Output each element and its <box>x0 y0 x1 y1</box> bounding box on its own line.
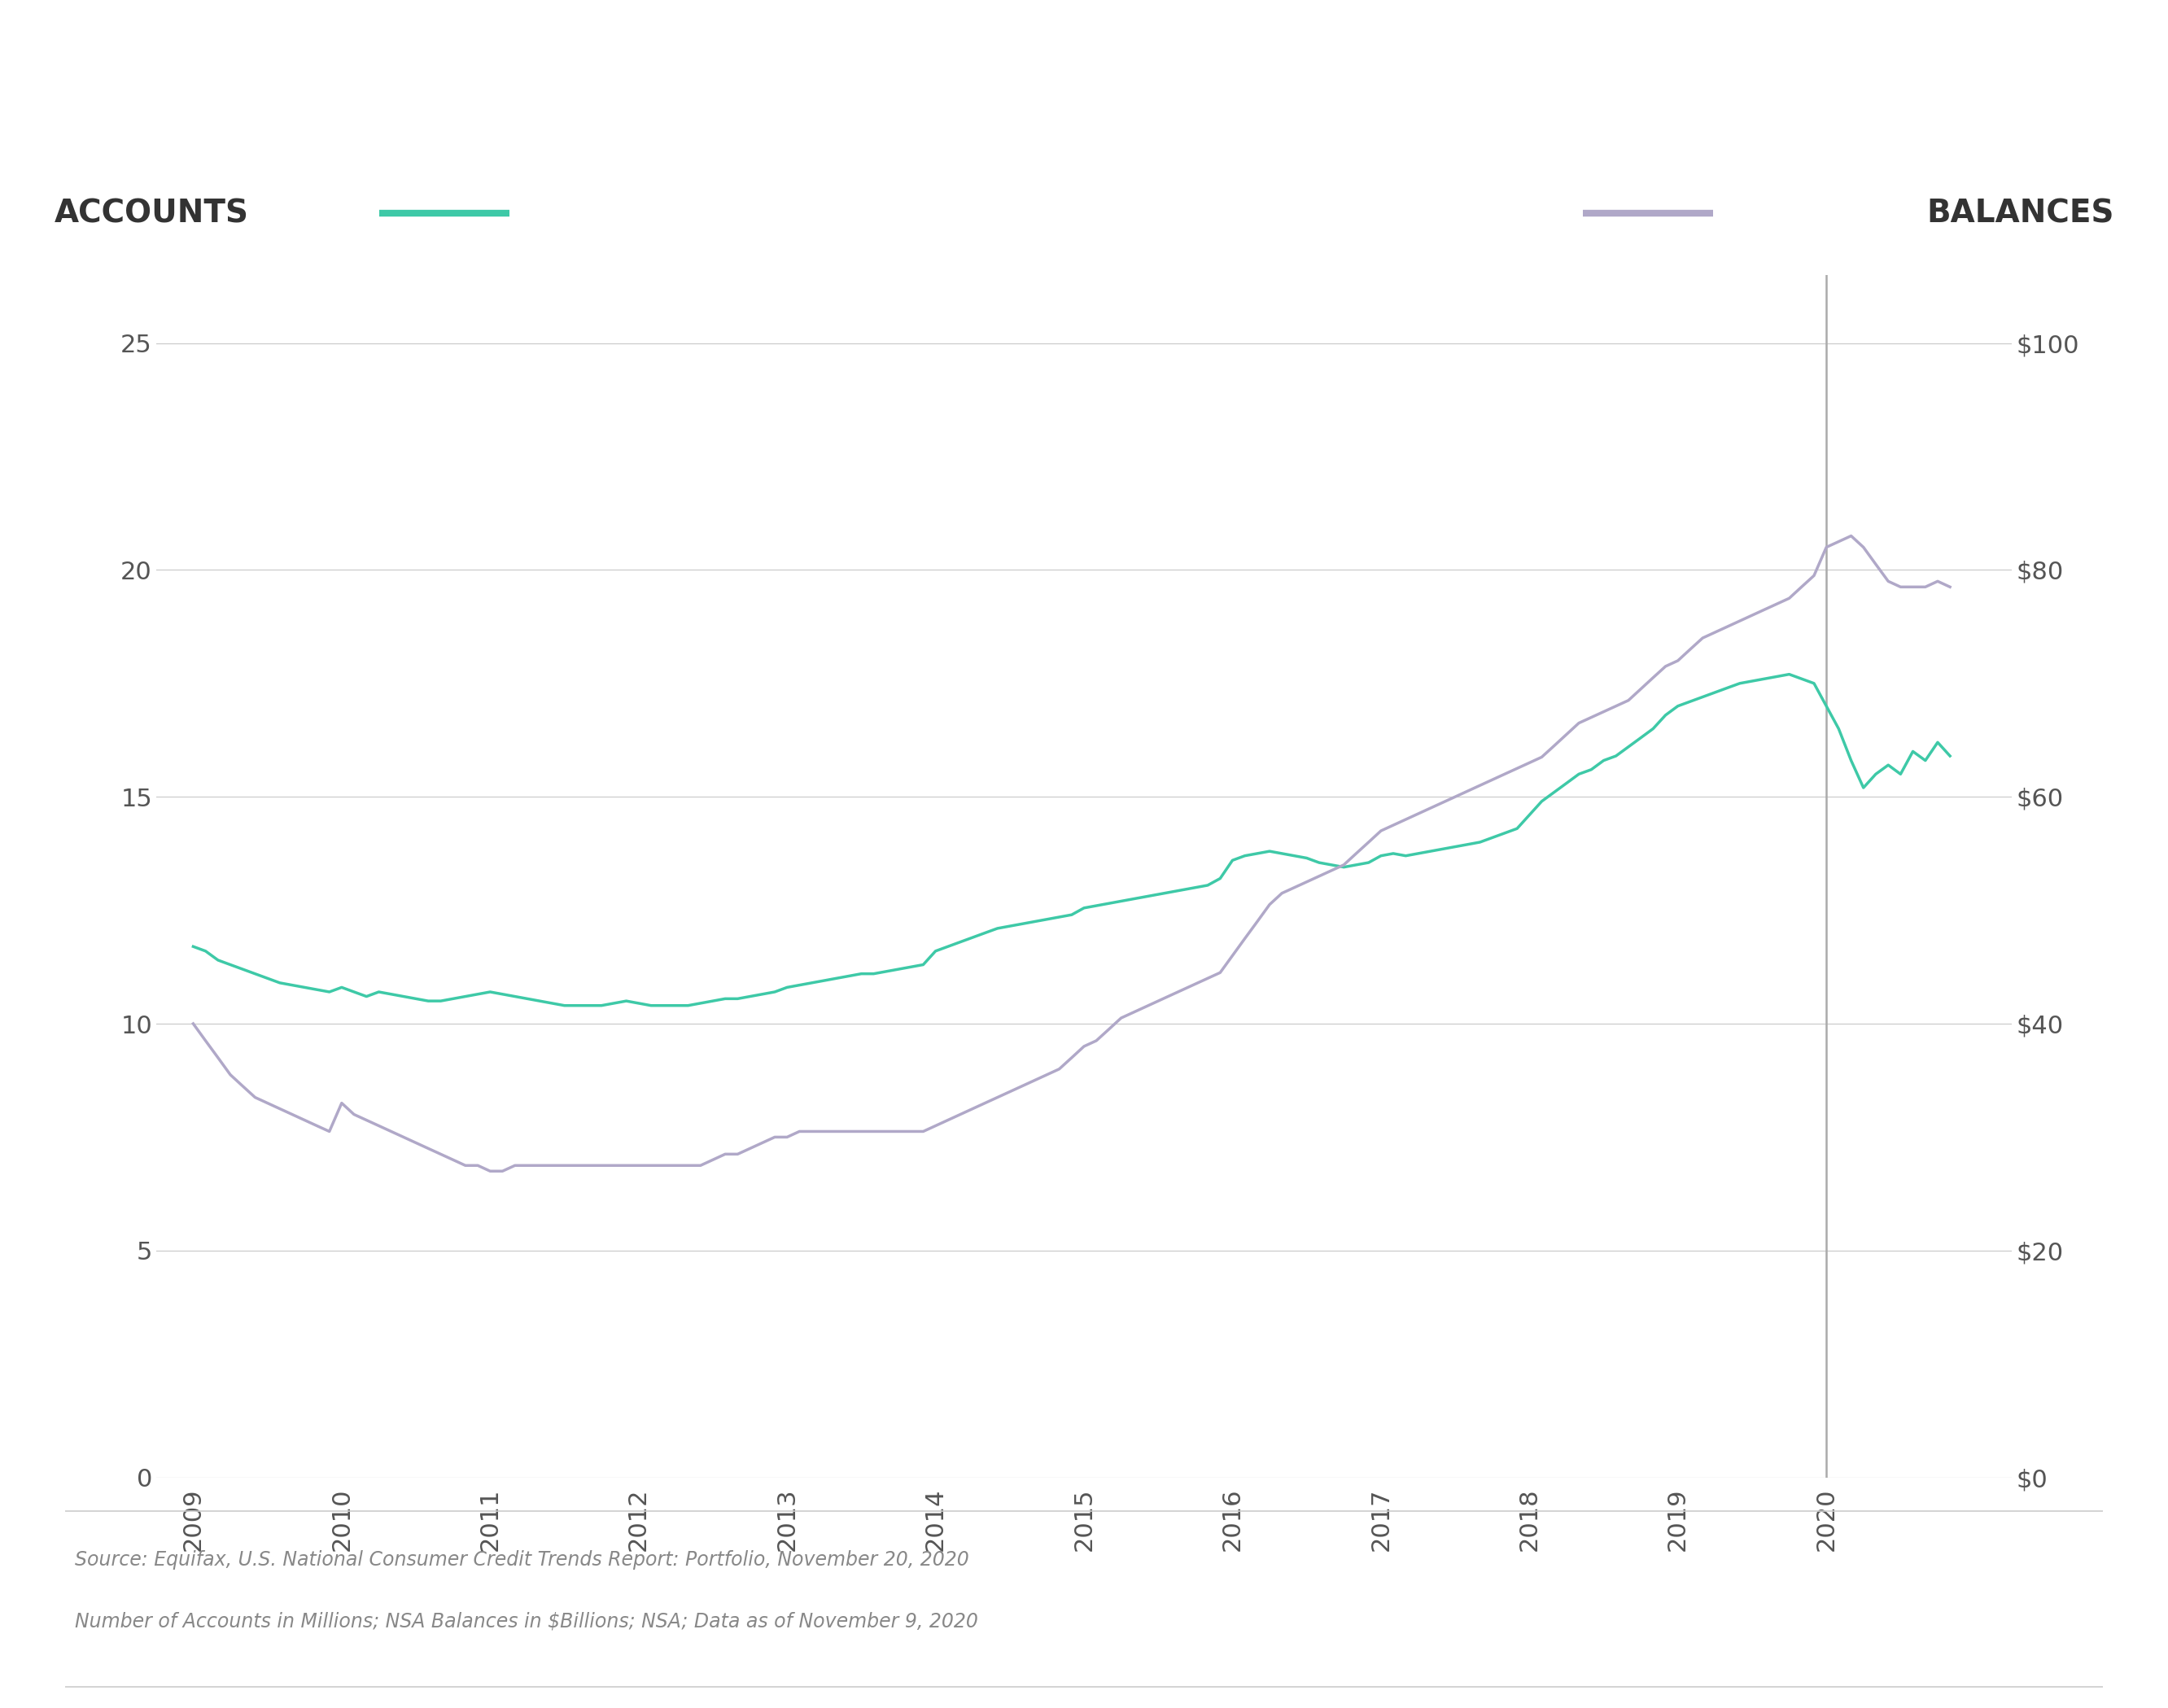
Text: BALANCES: BALANCES <box>1925 198 2114 229</box>
Text: Number of Accounts in Millions; NSA Balances in $Billions; NSA; Data as of Novem: Number of Accounts in Millions; NSA Bala… <box>76 1612 978 1631</box>
Text: ACCOUNTS: ACCOUNTS <box>54 198 249 229</box>
Text: OUTSTANDING LOANS: OUTSTANDING LOANS <box>48 61 741 116</box>
Text: Source: Equifax, U.S. National Consumer Credit Trends Report: Portfolio, Novembe: Source: Equifax, U.S. National Consumer … <box>76 1551 969 1570</box>
